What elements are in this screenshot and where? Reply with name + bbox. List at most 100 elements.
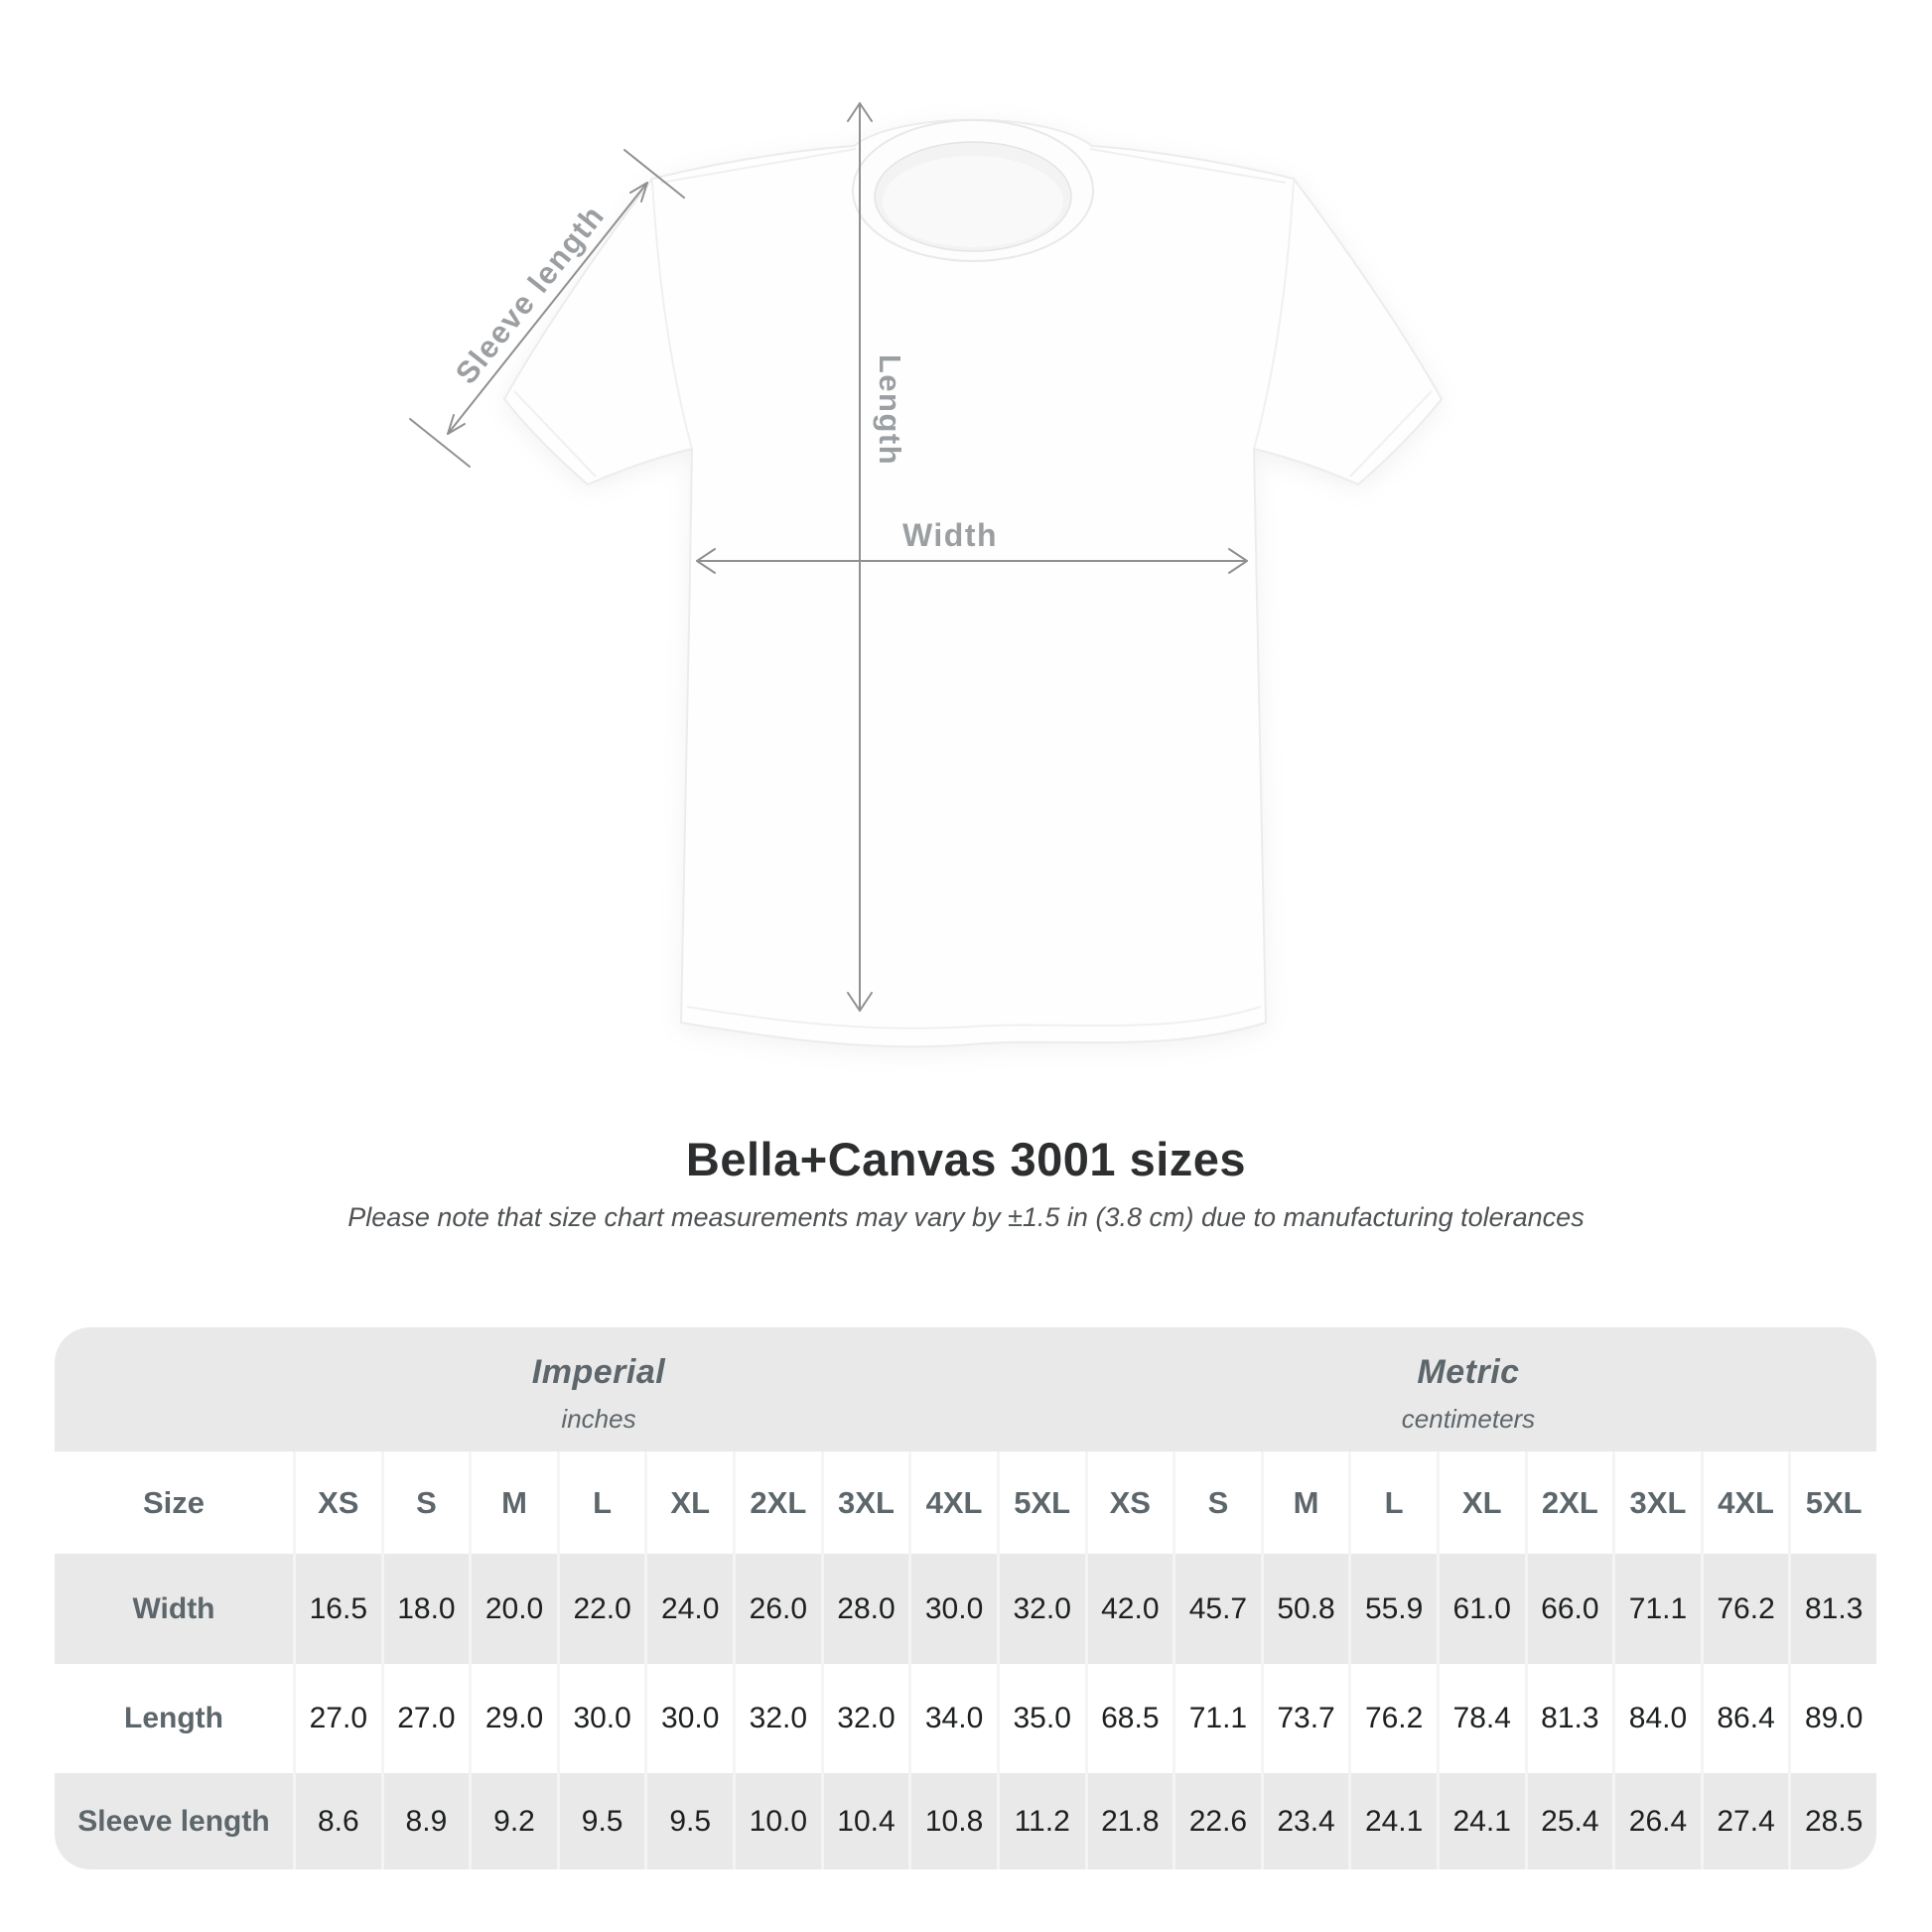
sleeve-length-row: Sleeve length 8.6 8.9 9.2 9.5 9.5 10.0 1…: [55, 1773, 1876, 1869]
sleeve-metric-4xl: 27.4: [1700, 1773, 1789, 1869]
size-header-metric-3xl: 3XL: [1612, 1451, 1701, 1554]
size-header-metric-m: M: [1260, 1451, 1349, 1554]
length-imperial-l: 30.0: [556, 1664, 645, 1773]
tshirt-measurement-diagram: Sleeve length Length Width: [409, 102, 1444, 1048]
sleeve-metric-3xl: 26.4: [1612, 1773, 1701, 1869]
size-header-metric-2xl: 2XL: [1524, 1451, 1613, 1554]
size-header-metric-4xl: 4XL: [1700, 1451, 1789, 1554]
sleeve-imperial-5xl: 11.2: [996, 1773, 1085, 1869]
length-metric-l: 76.2: [1348, 1664, 1437, 1773]
metric-group-header: Metric centimeters: [1402, 1353, 1535, 1435]
heading-block: Bella+Canvas 3001 sizes Please note that…: [0, 1132, 1932, 1233]
size-header-imperial-2xl: 2XL: [733, 1451, 821, 1554]
sleeve-imperial-2xl: 10.0: [733, 1773, 821, 1869]
tshirt-seams: [513, 148, 1433, 1030]
width-metric-4xl: 76.2: [1700, 1554, 1789, 1664]
size-header-imperial-xs: XS: [293, 1451, 381, 1554]
size-table: Imperial inches Metric centimeters Size …: [55, 1327, 1876, 1869]
tshirt-body: [502, 118, 1444, 1048]
length-imperial-xs: 27.0: [293, 1664, 381, 1773]
sleeve-metric-m: 23.4: [1260, 1773, 1349, 1869]
length-row-label: Length: [124, 1702, 223, 1734]
sleeve-imperial-l: 9.5: [556, 1773, 645, 1869]
page-title: Bella+Canvas 3001 sizes: [685, 1133, 1247, 1185]
sleeve-metric-5xl: 28.5: [1788, 1773, 1876, 1869]
width-label: Width: [902, 517, 998, 553]
metric-group-name: Metric: [1417, 1353, 1520, 1391]
imperial-group-unit: inches: [561, 1404, 636, 1434]
width-imperial-2xl: 26.0: [733, 1554, 821, 1664]
width-metric-s: 45.7: [1173, 1554, 1261, 1664]
width-imperial-l: 22.0: [556, 1554, 645, 1664]
width-row-label: Width: [132, 1591, 215, 1625]
size-header-imperial-l: L: [556, 1451, 645, 1554]
sleeve-imperial-s: 8.9: [380, 1773, 470, 1869]
size-header-imperial-4xl: 4XL: [908, 1451, 997, 1554]
width-imperial-3xl: 28.0: [820, 1554, 909, 1664]
width-metric-5xl: 81.3: [1788, 1554, 1876, 1664]
metric-group-unit: centimeters: [1401, 1404, 1536, 1434]
size-header-metric-xl: XL: [1436, 1451, 1525, 1554]
length-arrow: [847, 102, 873, 1012]
tshirt-illustration: [502, 118, 1444, 1048]
sleeve-imperial-xs: 8.6: [293, 1773, 381, 1869]
unit-group-band: Imperial inches Metric centimeters: [55, 1327, 1876, 1451]
sleeve-imperial-xl: 9.5: [644, 1773, 733, 1869]
sleeve-metric-xs: 21.8: [1084, 1773, 1173, 1869]
size-column-header: Size: [142, 1484, 206, 1520]
size-header-imperial-xl: XL: [644, 1451, 733, 1554]
length-metric-4xl: 86.4: [1700, 1664, 1789, 1773]
width-arrow: [696, 548, 1248, 574]
length-imperial-5xl: 35.0: [996, 1664, 1085, 1773]
sleeve-metric-2xl: 25.4: [1524, 1773, 1613, 1869]
width-imperial-m: 20.0: [469, 1554, 557, 1664]
width-metric-3xl: 71.1: [1612, 1554, 1701, 1664]
sleeve-length-arrow: [409, 149, 685, 468]
length-imperial-m: 29.0: [469, 1664, 557, 1773]
length-metric-xl: 78.4: [1436, 1664, 1525, 1773]
length-metric-5xl: 89.0: [1788, 1664, 1876, 1773]
size-header-imperial-m: M: [469, 1451, 557, 1554]
size-header-metric-l: L: [1348, 1451, 1437, 1554]
length-row: Length 27.0 27.0 29.0 30.0 30.0 32.0 32.…: [55, 1664, 1876, 1773]
imperial-group-header: Imperial inches: [532, 1353, 665, 1435]
size-header-metric-xs: XS: [1084, 1451, 1173, 1554]
sleeve-imperial-m: 9.2: [469, 1773, 557, 1869]
width-metric-2xl: 66.0: [1524, 1554, 1613, 1664]
width-metric-xl: 61.0: [1436, 1554, 1525, 1664]
length-imperial-xl: 30.0: [644, 1664, 733, 1773]
width-imperial-5xl: 32.0: [996, 1554, 1085, 1664]
page-subtitle: Please note that size chart measurements…: [347, 1202, 1585, 1232]
width-imperial-s: 18.0: [380, 1554, 470, 1664]
width-imperial-xs: 16.5: [293, 1554, 381, 1664]
sleeve-imperial-4xl: 10.8: [908, 1773, 997, 1869]
size-header-row: Size XS S M L XL 2XL 3XL 4XL 5XL XS S M …: [55, 1451, 1876, 1554]
sleeve-imperial-3xl: 10.4: [820, 1773, 909, 1869]
width-metric-xs: 42.0: [1084, 1554, 1173, 1664]
width-metric-m: 50.8: [1260, 1554, 1349, 1664]
sleeve-length-row-label: Sleeve length: [77, 1804, 270, 1838]
tshirt-collar: [852, 119, 1094, 262]
length-metric-2xl: 81.3: [1524, 1664, 1613, 1773]
length-imperial-4xl: 34.0: [908, 1664, 997, 1773]
width-metric-l: 55.9: [1348, 1554, 1437, 1664]
width-imperial-4xl: 30.0: [908, 1554, 997, 1664]
size-header-imperial-5xl: 5XL: [996, 1451, 1085, 1554]
size-header-metric-5xl: 5XL: [1788, 1451, 1876, 1554]
size-header-imperial-s: S: [380, 1451, 470, 1554]
length-metric-3xl: 84.0: [1612, 1664, 1701, 1773]
length-imperial-s: 27.0: [380, 1664, 470, 1773]
sleeve-metric-l: 24.1: [1348, 1773, 1437, 1869]
length-label: Length: [873, 354, 907, 466]
width-row: Width 16.5 18.0 20.0 22.0 24.0 26.0 28.0…: [55, 1554, 1876, 1664]
imperial-group-name: Imperial: [531, 1353, 666, 1391]
size-header-metric-s: S: [1173, 1451, 1261, 1554]
sleeve-metric-s: 22.6: [1173, 1773, 1261, 1869]
length-metric-xs: 68.5: [1084, 1664, 1173, 1773]
size-header-imperial-3xl: 3XL: [820, 1451, 909, 1554]
length-metric-s: 71.1: [1173, 1664, 1261, 1773]
length-imperial-3xl: 32.0: [820, 1664, 909, 1773]
length-imperial-2xl: 32.0: [733, 1664, 821, 1773]
sleeve-metric-xl: 24.1: [1436, 1773, 1525, 1869]
length-metric-m: 73.7: [1260, 1664, 1349, 1773]
